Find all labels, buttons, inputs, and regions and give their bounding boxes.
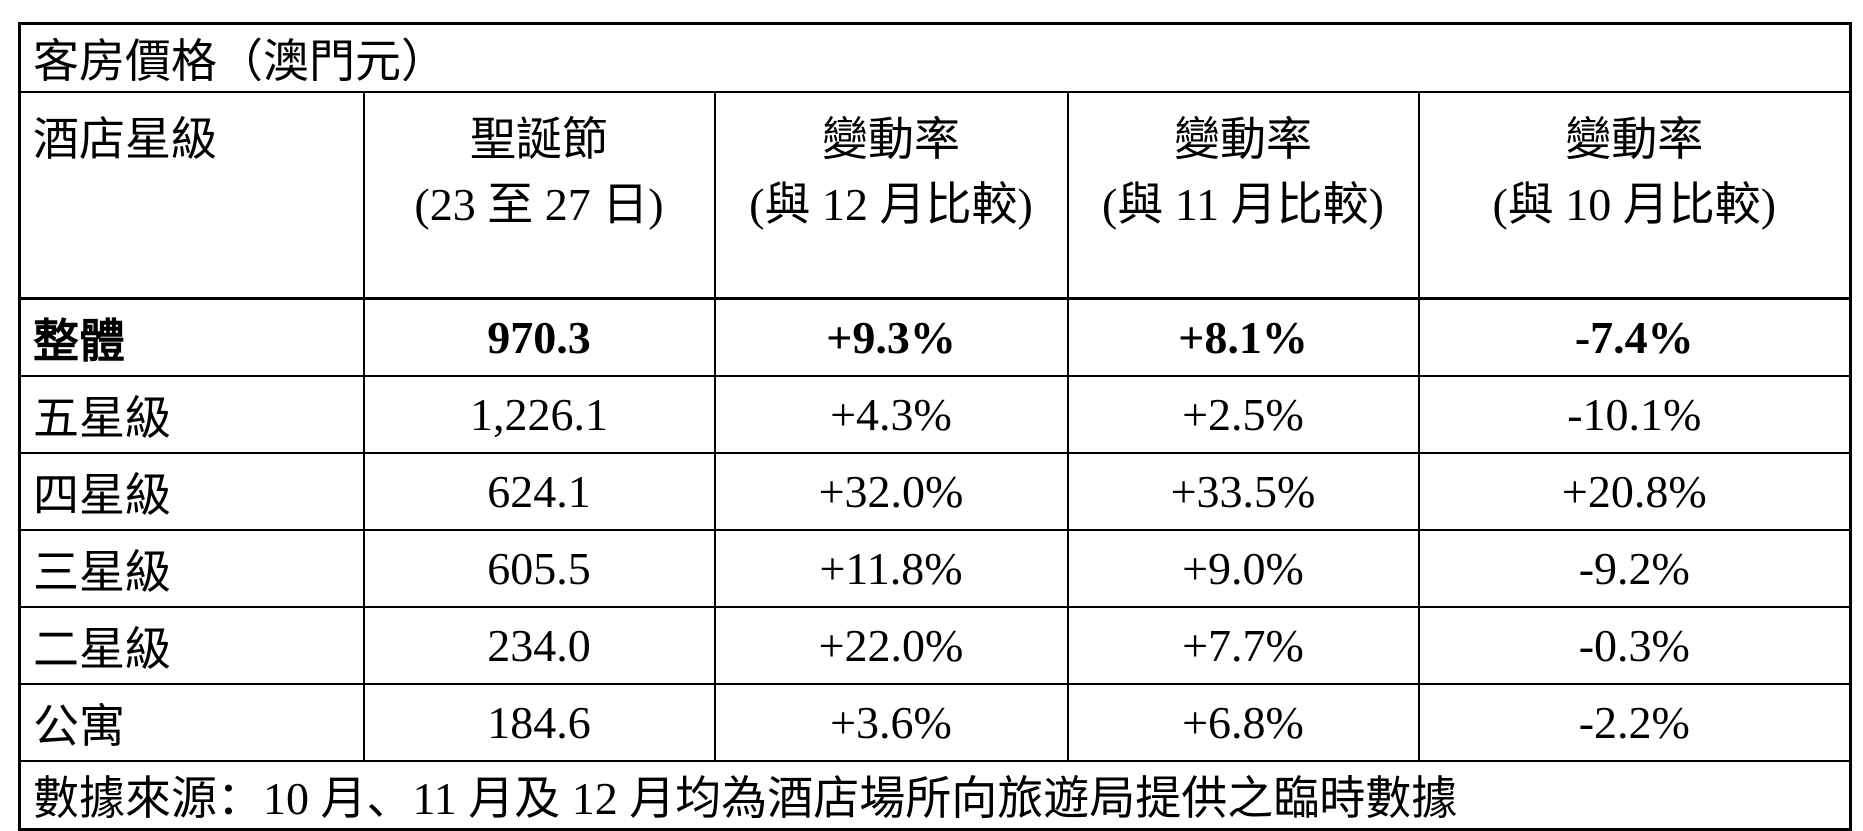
cell-christmas-price: 605.5 — [362, 529, 716, 608]
header-vs-oct-line1: 變動率 — [1565, 114, 1704, 165]
table-row-overall: 整體 970.3 +9.3% +8.1% -7.4% — [18, 297, 1852, 377]
cell-change-vs-oct: -10.1% — [1417, 375, 1852, 454]
table-title: 客房價格（澳門元） — [18, 22, 1852, 93]
cell-change-vs-nov: +2.5% — [1066, 375, 1420, 454]
source-note: 數據來源：10 月、11 月及 12 月均為酒店場所向旅遊局提供之臨時數據 — [18, 760, 1852, 831]
table-row-3-star: 三星級 605.5 +11.8% +9.0% -9.2% — [18, 529, 1852, 608]
cell-label: 三星級 — [18, 529, 365, 608]
cell-label: 二星級 — [18, 606, 365, 685]
cell-change-vs-oct: -0.3% — [1417, 606, 1852, 685]
cell-christmas-price: 624.1 — [362, 452, 716, 531]
cell-change-vs-oct: -2.2% — [1417, 683, 1852, 762]
table-source-row: 數據來源：10 月、11 月及 12 月均為酒店場所向旅遊局提供之臨時數據 — [18, 760, 1852, 831]
table-title-row: 客房價格（澳門元） — [18, 22, 1852, 93]
cell-label: 公寓 — [18, 683, 365, 762]
cell-christmas-price: 234.0 — [362, 606, 716, 685]
cell-change-vs-nov: +6.8% — [1066, 683, 1420, 762]
cell-change-vs-nov: +9.0% — [1066, 529, 1420, 608]
header-hotel-class: 酒店星級 — [18, 91, 365, 300]
table-row-2-star: 二星級 234.0 +22.0% +7.7% -0.3% — [18, 606, 1852, 685]
cell-label: 四星級 — [18, 452, 365, 531]
header-christmas-line2: (23 至 27 日) — [414, 179, 664, 231]
header-change-vs-december: 變動率 (與 12 月比較) — [713, 91, 1069, 300]
cell-change-vs-oct: +20.8% — [1417, 452, 1852, 531]
cell-change-vs-nov: +8.1% — [1066, 297, 1420, 377]
cell-change-vs-oct: -7.4% — [1417, 297, 1852, 377]
cell-change-vs-nov: +7.7% — [1066, 606, 1420, 685]
table-header-row: 酒店星級 聖誕節 (23 至 27 日) 變動率 (與 12 月比較) 變動率 … — [18, 91, 1852, 300]
cell-label: 整體 — [18, 297, 365, 377]
room-price-table: 客房價格（澳門元） 酒店星級 聖誕節 (23 至 27 日) 變動率 (與 12… — [18, 22, 1853, 831]
header-change-vs-november: 變動率 (與 11 月比較) — [1066, 91, 1420, 300]
cell-change-vs-dec: +11.8% — [713, 529, 1069, 608]
header-vs-dec-line2: (與 12 月比較) — [749, 179, 1033, 231]
header-christmas-line1: 聖誕節 — [470, 114, 608, 165]
cell-christmas-price: 1,226.1 — [362, 375, 716, 454]
table-row-apartment: 公寓 184.6 +3.6% +6.8% -2.2% — [18, 683, 1852, 762]
header-vs-dec-line1: 變動率 — [822, 114, 960, 165]
cell-label: 五星級 — [18, 375, 365, 454]
table-row-5-star: 五星級 1,226.1 +4.3% +2.5% -10.1% — [18, 375, 1852, 454]
table-row-4-star: 四星級 624.1 +32.0% +33.5% +20.8% — [18, 452, 1852, 531]
cell-change-vs-dec: +4.3% — [713, 375, 1069, 454]
cell-change-vs-dec: +9.3% — [713, 297, 1069, 377]
header-christmas-price: 聖誕節 (23 至 27 日) — [362, 91, 716, 300]
cell-change-vs-dec: +22.0% — [713, 606, 1069, 685]
header-vs-nov-line1: 變動率 — [1174, 114, 1312, 165]
header-change-vs-october: 變動率 (與 10 月比較) — [1417, 91, 1852, 300]
header-vs-nov-line2: (與 11 月比較) — [1102, 179, 1384, 231]
cell-christmas-price: 184.6 — [362, 683, 716, 762]
cell-christmas-price: 970.3 — [362, 297, 716, 377]
cell-change-vs-dec: +3.6% — [713, 683, 1069, 762]
cell-change-vs-dec: +32.0% — [713, 452, 1069, 531]
cell-change-vs-nov: +33.5% — [1066, 452, 1420, 531]
header-vs-oct-line2: (與 10 月比較) — [1492, 179, 1777, 231]
cell-change-vs-oct: -9.2% — [1417, 529, 1852, 608]
